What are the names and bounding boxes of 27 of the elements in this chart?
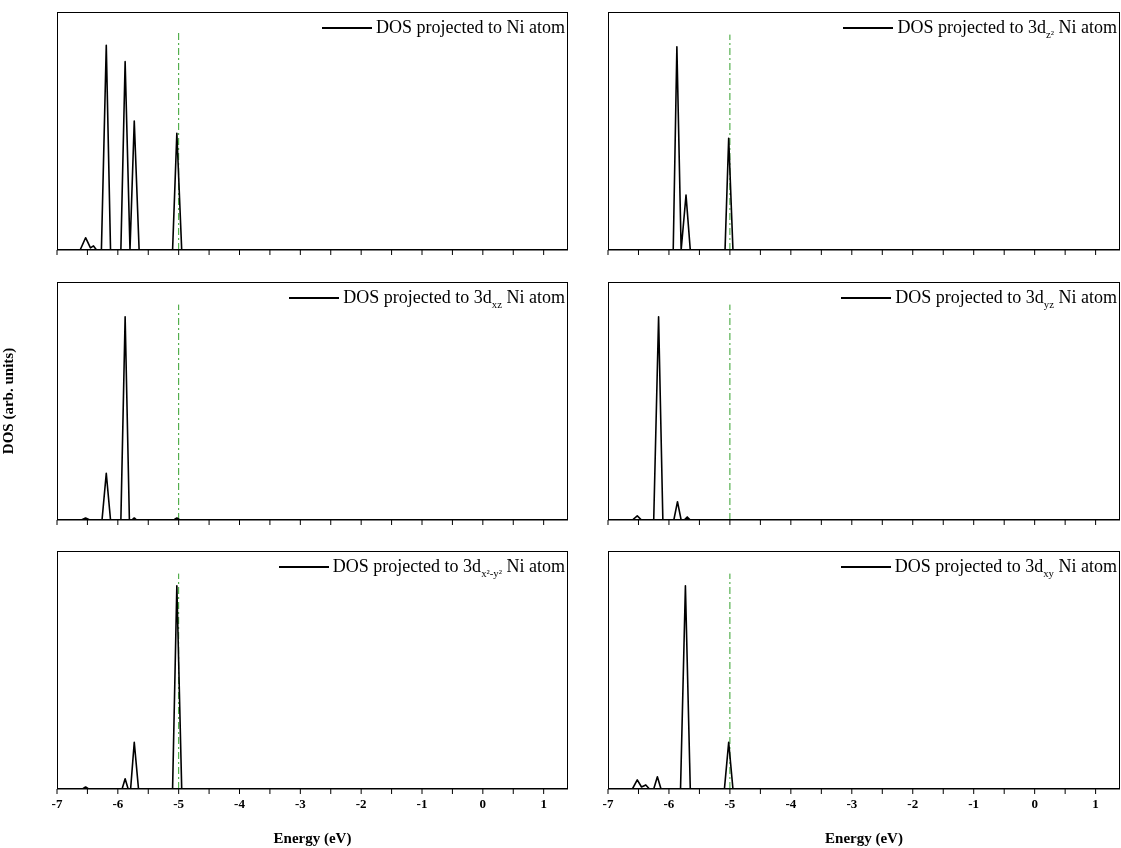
x-tick-label: -1 <box>968 796 980 811</box>
x-tick-label: -1 <box>416 796 428 811</box>
legend-label: DOS projected to 3d$_{xy}$ Ni atom <box>894 556 1117 579</box>
x-tick-label: -2 <box>355 796 367 811</box>
legend-label: DOS projected to 3d$_{z²}$ Ni atom <box>897 17 1117 40</box>
legend-label: DOS projected to Ni atom <box>376 17 565 37</box>
x-axis-title: Energy (eV) <box>825 830 903 847</box>
y-axis-title: DOS (arb. units) <box>0 347 17 455</box>
x-tick-label: 0 <box>479 796 487 811</box>
x-tick-label: -7 <box>602 796 614 811</box>
x-tick-label: -6 <box>112 796 124 811</box>
x-tick-label: -4 <box>785 796 797 811</box>
x-tick-label: 1 <box>540 796 547 811</box>
legend-label: DOS projected to 3d$_{x²-y²}$ Ni atom <box>332 556 565 579</box>
x-tick-label: -5 <box>724 796 736 811</box>
x-tick-label: -7 <box>51 796 63 811</box>
x-tick-label: 1 <box>1092 796 1099 811</box>
x-tick-label: -5 <box>173 796 185 811</box>
x-tick-label: -3 <box>294 796 307 811</box>
x-tick-label: -2 <box>907 796 919 811</box>
x-tick-label: 0 <box>1031 796 1038 811</box>
x-axis-title: Energy (eV) <box>273 830 352 847</box>
x-tick-label: -6 <box>663 796 675 811</box>
x-tick-label: -3 <box>846 796 858 811</box>
legend-label: DOS projected to 3d$_{yz}$ Ni atom <box>895 287 1117 310</box>
legend-label: DOS projected to 3d$_{xz}$ Ni atom <box>343 287 565 310</box>
x-tick-label: -4 <box>234 796 246 811</box>
